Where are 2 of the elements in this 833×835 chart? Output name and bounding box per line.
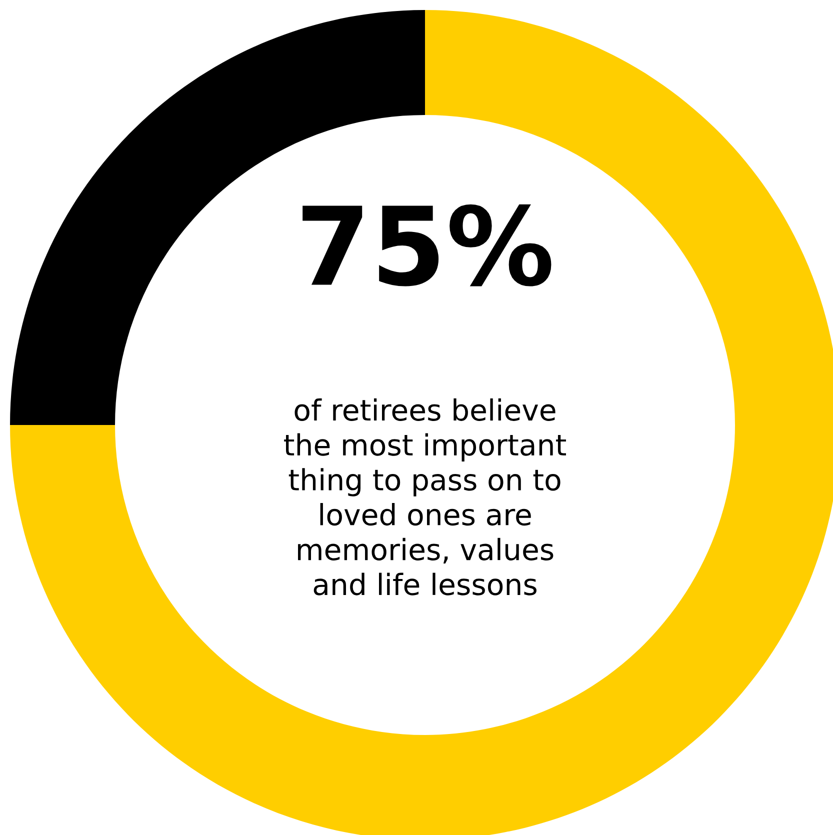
text: 75% xyxy=(302,204,552,286)
text: of retirees believe the most important thing to pass on to loved ones are memories, values and life lessons xyxy=(284,398,566,596)
